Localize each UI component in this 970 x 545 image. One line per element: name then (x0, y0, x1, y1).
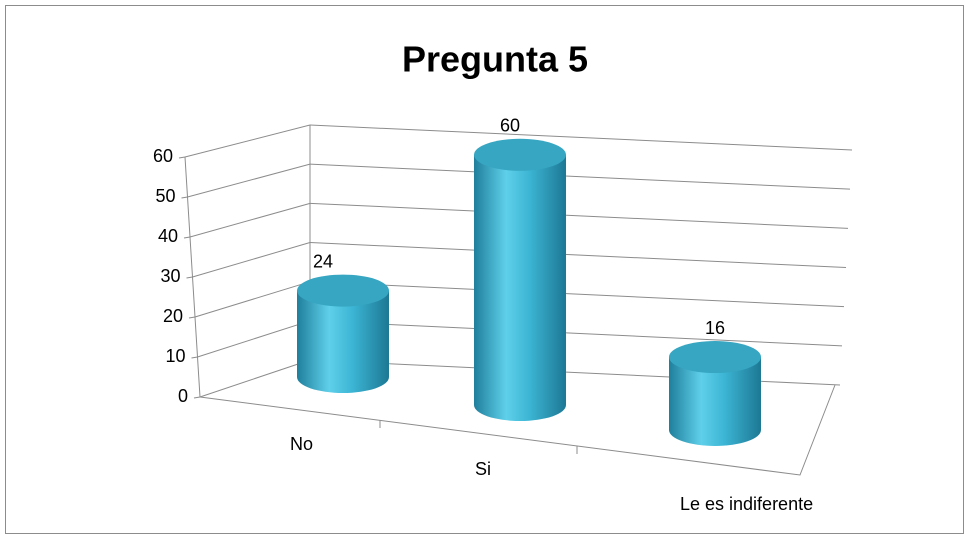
y-tick-label: 50 (155, 186, 175, 206)
value-label: 16 (705, 318, 725, 338)
bar (297, 290, 389, 393)
y-tick (193, 396, 201, 399)
grid-line (192, 242, 311, 278)
y-tick-label: 30 (160, 266, 180, 286)
bar-top (474, 138, 566, 171)
grid-line (309, 124, 853, 151)
x-tick-label: Si (475, 459, 491, 479)
grid-line (199, 359, 311, 398)
grid-line (309, 242, 847, 268)
grid-line (187, 163, 311, 198)
y-tick-label: 20 (163, 306, 183, 326)
y-tick (181, 196, 188, 199)
y-tick-label: 60 (153, 146, 173, 166)
value-label: 24 (313, 251, 333, 271)
floor-edge (199, 384, 836, 476)
y-tick-label: 0 (178, 386, 188, 406)
bar-top (669, 341, 761, 374)
grid-line (197, 320, 311, 358)
bar (669, 357, 761, 446)
grid-line (194, 281, 311, 318)
grid-line (309, 320, 843, 347)
value-label: 60 (500, 116, 520, 136)
y-tick (178, 156, 186, 159)
bar (474, 154, 566, 422)
grid-line (184, 124, 311, 158)
bar-top (297, 274, 389, 307)
chart-title: Pregunta 5 (402, 39, 588, 80)
grid-line (309, 163, 851, 190)
y-tick (191, 356, 198, 359)
y-tick-label: 10 (165, 346, 185, 366)
grid-line (189, 202, 311, 238)
y-tick (188, 316, 196, 319)
y-tick (183, 236, 191, 239)
grid-line (309, 202, 849, 229)
x-tick-label: No (290, 434, 313, 454)
y-tick-label: 40 (158, 226, 178, 246)
grid-line (309, 281, 845, 308)
y-tick (186, 276, 193, 279)
x-tick-label: Le es indiferente (680, 494, 813, 514)
